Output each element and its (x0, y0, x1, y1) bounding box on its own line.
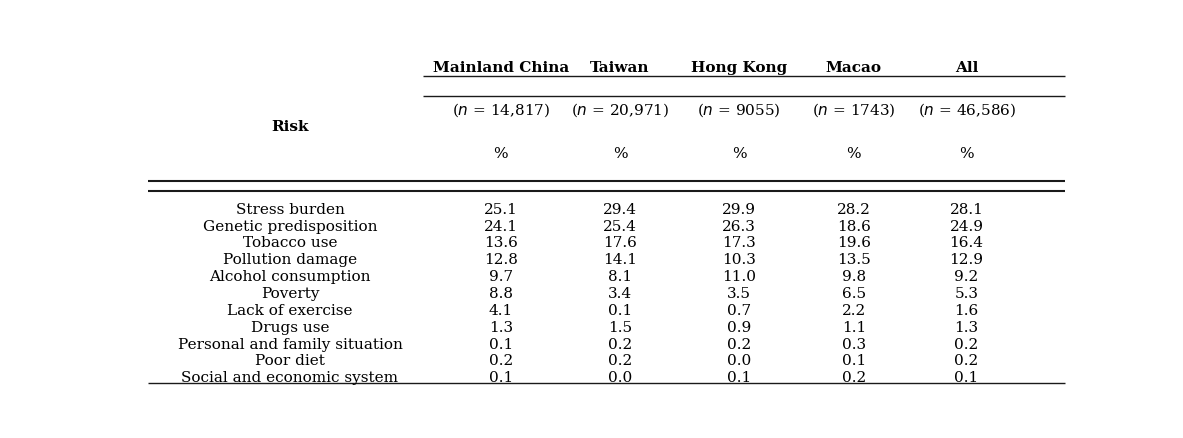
Text: Pollution damage: Pollution damage (222, 253, 357, 267)
Text: 16.4: 16.4 (950, 237, 983, 251)
Text: 5.3: 5.3 (955, 287, 978, 301)
Text: 0.2: 0.2 (955, 354, 978, 368)
Text: Mainland China: Mainland China (433, 61, 569, 75)
Text: 0.2: 0.2 (728, 338, 751, 352)
Text: 0.1: 0.1 (489, 338, 513, 352)
Text: 0.7: 0.7 (728, 304, 751, 318)
Text: Drugs use: Drugs use (251, 321, 329, 335)
Text: 0.0: 0.0 (608, 371, 632, 385)
Text: 0.3: 0.3 (842, 338, 866, 352)
Text: ($n$ = 1743): ($n$ = 1743) (812, 102, 896, 119)
Text: 0.2: 0.2 (608, 338, 632, 352)
Text: 9.7: 9.7 (489, 270, 513, 284)
Text: 1.6: 1.6 (955, 304, 978, 318)
Text: 14.1: 14.1 (603, 253, 636, 267)
Text: Social and economic system: Social and economic system (181, 371, 399, 385)
Text: ($n$ = 14,817): ($n$ = 14,817) (452, 102, 550, 119)
Text: 24.9: 24.9 (950, 219, 983, 233)
Text: 9.2: 9.2 (955, 270, 978, 284)
Text: 0.2: 0.2 (608, 354, 632, 368)
Text: %: % (732, 147, 746, 161)
Text: 8.1: 8.1 (608, 270, 632, 284)
Text: 8.8: 8.8 (489, 287, 513, 301)
Text: Macao: Macao (826, 61, 881, 75)
Text: Poor diet: Poor diet (256, 354, 325, 368)
Text: 25.4: 25.4 (603, 219, 636, 233)
Text: 28.2: 28.2 (836, 203, 871, 217)
Text: 0.2: 0.2 (842, 371, 866, 385)
Text: 1.5: 1.5 (608, 321, 632, 335)
Text: 29.9: 29.9 (723, 203, 756, 217)
Text: 0.2: 0.2 (489, 354, 513, 368)
Text: Taiwan: Taiwan (590, 61, 649, 75)
Text: 13.6: 13.6 (484, 237, 518, 251)
Text: 1.3: 1.3 (489, 321, 513, 335)
Text: Tobacco use: Tobacco use (243, 237, 337, 251)
Text: Hong Kong: Hong Kong (691, 61, 788, 75)
Text: 10.3: 10.3 (723, 253, 756, 267)
Text: 9.8: 9.8 (842, 270, 866, 284)
Text: 0.1: 0.1 (728, 371, 751, 385)
Text: 3.5: 3.5 (728, 287, 751, 301)
Text: ($n$ = 46,586): ($n$ = 46,586) (918, 102, 1016, 119)
Text: 26.3: 26.3 (723, 219, 756, 233)
Text: 1.1: 1.1 (842, 321, 866, 335)
Text: 2.2: 2.2 (842, 304, 866, 318)
Text: 29.4: 29.4 (603, 203, 636, 217)
Text: 0.0: 0.0 (728, 354, 751, 368)
Text: 12.9: 12.9 (950, 253, 983, 267)
Text: %: % (847, 147, 861, 161)
Text: 25.1: 25.1 (484, 203, 518, 217)
Text: 18.6: 18.6 (836, 219, 871, 233)
Text: 0.1: 0.1 (489, 371, 513, 385)
Text: 0.2: 0.2 (955, 338, 978, 352)
Text: %: % (959, 147, 974, 161)
Text: 13.5: 13.5 (836, 253, 871, 267)
Text: All: All (955, 61, 978, 75)
Text: 0.1: 0.1 (955, 371, 978, 385)
Text: Alcohol consumption: Alcohol consumption (209, 270, 370, 284)
Text: ($n$ = 20,971): ($n$ = 20,971) (571, 102, 670, 119)
Text: Lack of exercise: Lack of exercise (227, 304, 353, 318)
Text: Personal and family situation: Personal and family situation (177, 338, 402, 352)
Text: 11.0: 11.0 (723, 270, 756, 284)
Text: 17.6: 17.6 (603, 237, 636, 251)
Text: 1.3: 1.3 (955, 321, 978, 335)
Text: Poverty: Poverty (260, 287, 319, 301)
Text: %: % (613, 147, 627, 161)
Text: 19.6: 19.6 (836, 237, 871, 251)
Text: 12.8: 12.8 (484, 253, 518, 267)
Text: 17.3: 17.3 (723, 237, 756, 251)
Text: 6.5: 6.5 (842, 287, 866, 301)
Text: Risk: Risk (271, 120, 309, 134)
Text: 0.1: 0.1 (842, 354, 866, 368)
Text: 3.4: 3.4 (608, 287, 632, 301)
Text: %: % (493, 147, 509, 161)
Text: 28.1: 28.1 (950, 203, 983, 217)
Text: Stress burden: Stress burden (235, 203, 344, 217)
Text: 0.1: 0.1 (608, 304, 632, 318)
Text: 4.1: 4.1 (489, 304, 513, 318)
Text: 24.1: 24.1 (484, 219, 518, 233)
Text: Genetic predisposition: Genetic predisposition (202, 219, 377, 233)
Text: 0.9: 0.9 (728, 321, 751, 335)
Text: ($n$ = 9055): ($n$ = 9055) (698, 102, 781, 119)
